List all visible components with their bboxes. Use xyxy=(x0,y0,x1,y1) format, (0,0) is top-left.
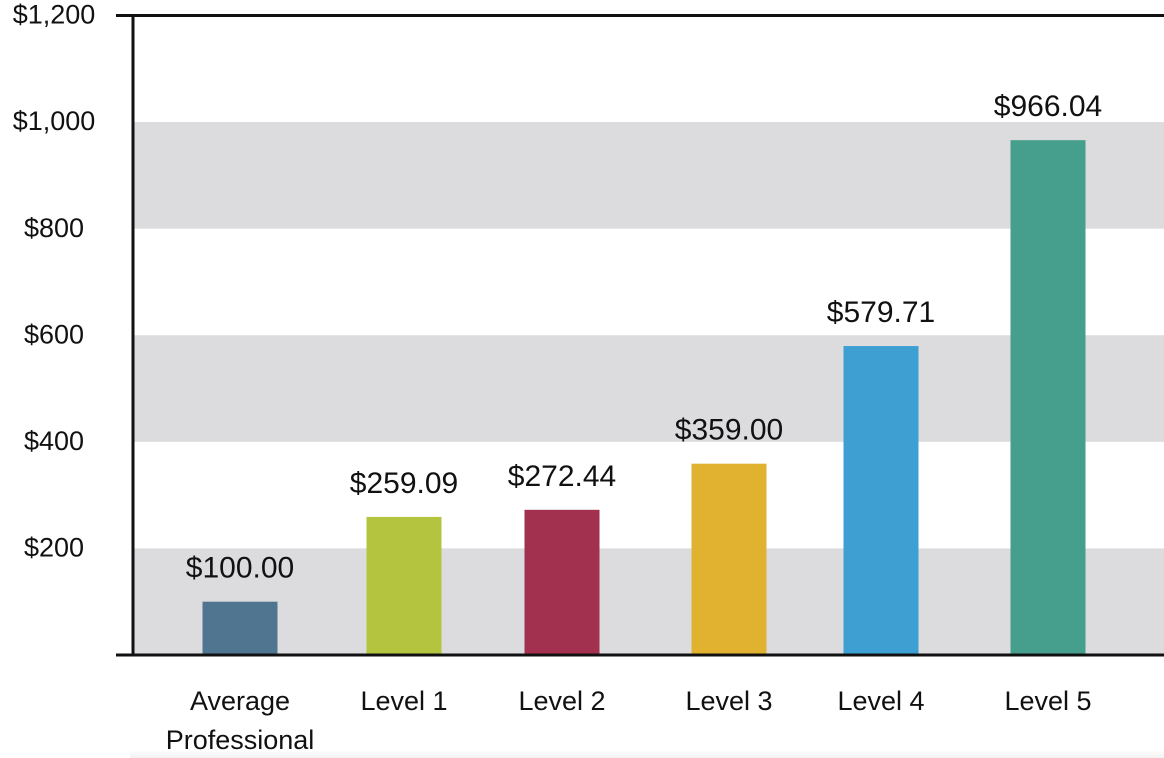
bar xyxy=(524,509,600,655)
grid-band xyxy=(133,122,1164,229)
bar-value-label: $359.00 xyxy=(675,414,783,447)
bars xyxy=(202,140,1086,656)
x-tick-label: Level 4 xyxy=(837,686,924,716)
bar xyxy=(202,601,278,655)
grid-band xyxy=(133,335,1164,442)
x-tick-labels: Average Professional Level 1 Level 2 Level 3… xyxy=(166,686,1092,755)
bar xyxy=(1010,140,1086,656)
x-tick-label: Average Professional xyxy=(166,686,315,755)
x-tick-label: Level 5 xyxy=(1004,686,1091,716)
bar xyxy=(691,463,767,655)
grid-bands xyxy=(133,122,1164,655)
value-labels: $100.00 $259.09 $272.44 $359.00 $579.71 $966.… xyxy=(186,90,1102,585)
y-tick-label: $200 xyxy=(24,533,84,563)
y-tick-label: $800 xyxy=(24,213,84,243)
x-tick-label: Level 3 xyxy=(685,686,772,716)
bar xyxy=(843,346,919,655)
bar-value-label: $966.04 xyxy=(994,90,1102,123)
x-tick-label: Level 1 xyxy=(360,686,447,716)
y-tick-label: $1,000 xyxy=(13,106,96,136)
y-tick-label: $400 xyxy=(24,426,84,456)
bar-value-label: $272.44 xyxy=(508,460,616,493)
y-tick-labels: $200 $400 $600 $800 $1,000 $1,200 xyxy=(13,0,96,563)
bottom-shadow xyxy=(130,750,1164,758)
grid-band xyxy=(133,548,1164,655)
bar xyxy=(366,516,442,655)
axes xyxy=(116,14,1164,657)
bar-value-label: $259.09 xyxy=(350,467,458,500)
x-tick-label: Level 2 xyxy=(518,686,605,716)
y-tick-label: $1,200 xyxy=(13,0,96,30)
y-tick-label: $600 xyxy=(24,319,84,349)
bar-value-label: $579.71 xyxy=(827,296,935,329)
bar-value-label: $100.00 xyxy=(186,552,294,585)
